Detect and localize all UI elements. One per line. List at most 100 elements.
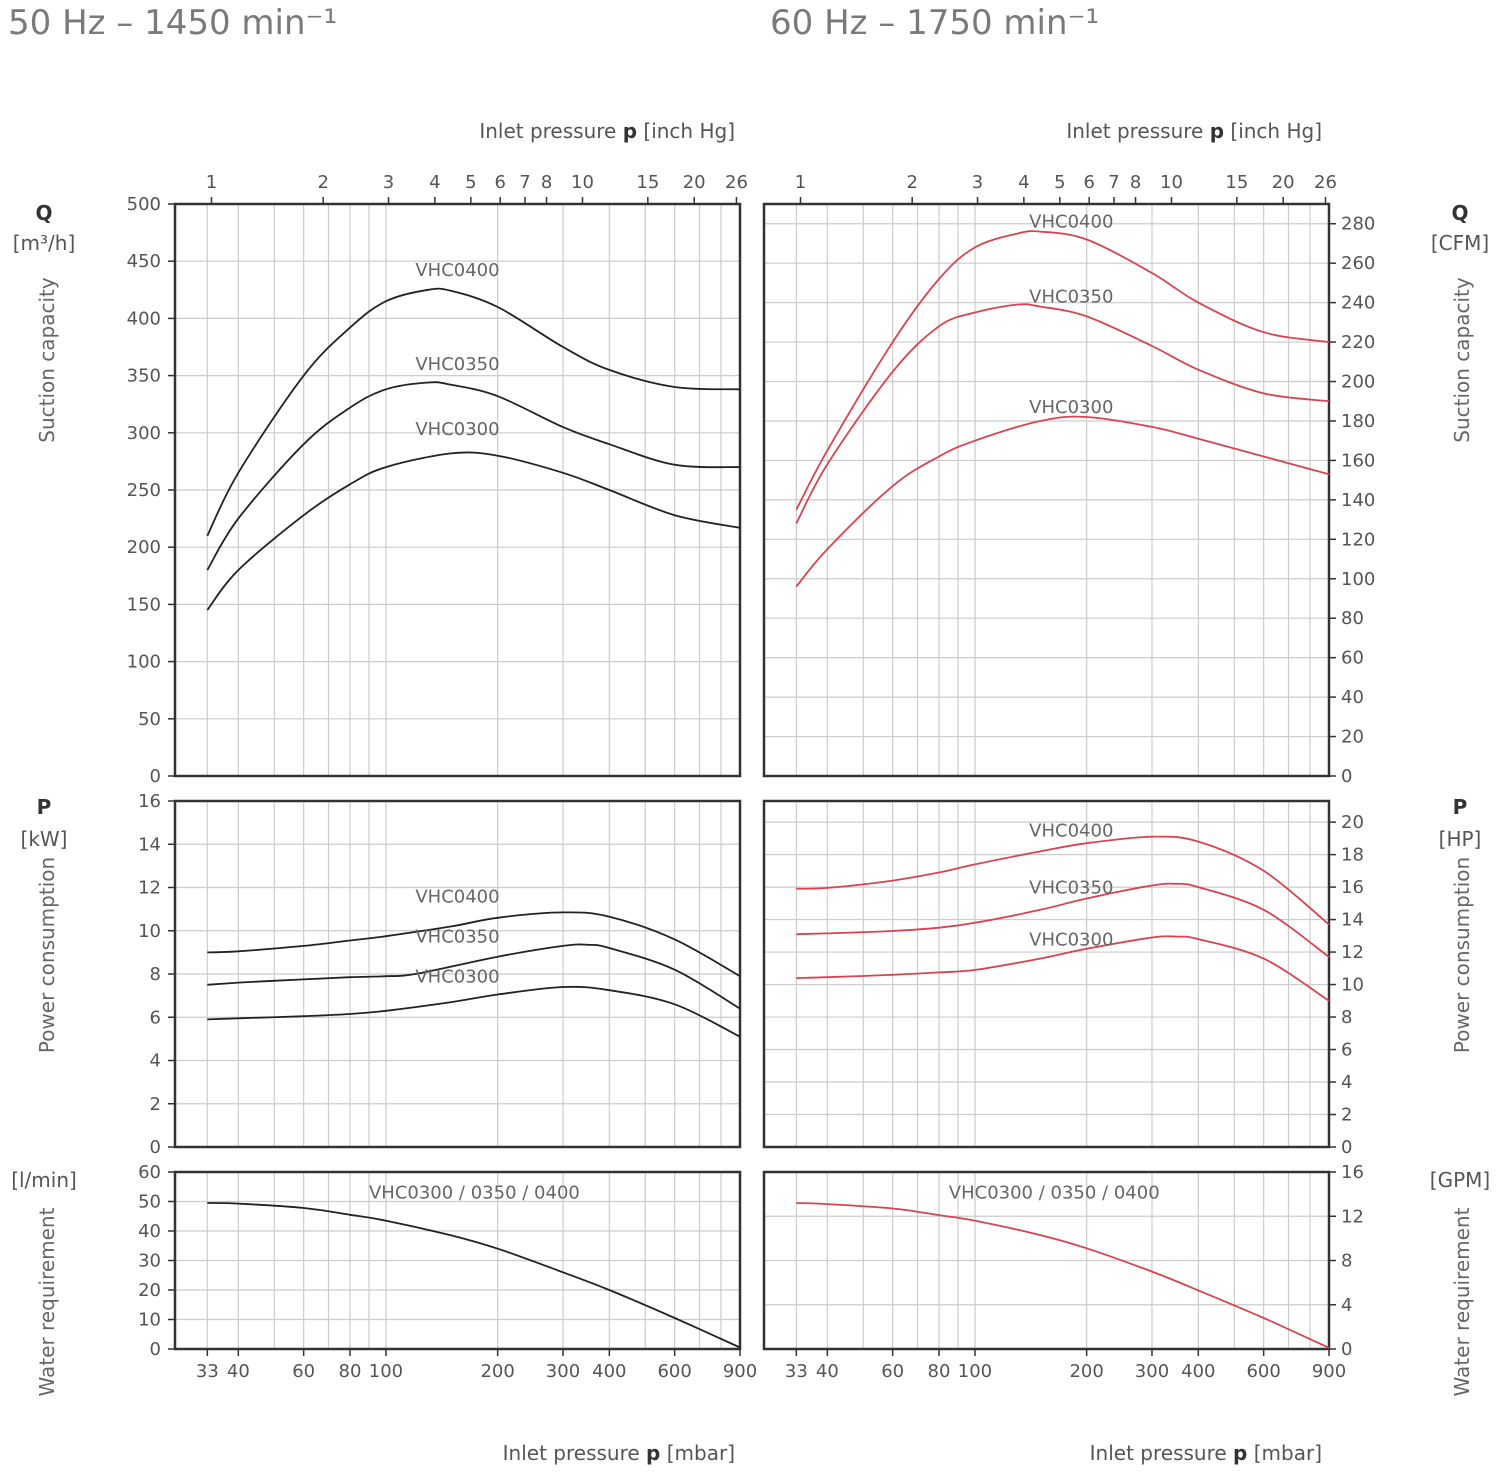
- panel-right-p: 0 2 4 6 8 10 12 14 16 18 20 VHC0400 VHC0350 VHC0300: [762, 799, 1364, 1158]
- y-tick-label: 12: [1341, 1206, 1364, 1227]
- y-tick-label: 80: [1341, 608, 1364, 629]
- y-tick-label: 2: [150, 1094, 161, 1115]
- left-q-caption: Suction capacity: [35, 277, 59, 443]
- left-p-unit: [kW]: [21, 827, 68, 851]
- y-tick-label: 220: [1341, 332, 1375, 353]
- series-label: VHC0400: [1029, 212, 1113, 233]
- series-line-vhc0300-0350-0400: [796, 1202, 1330, 1349]
- series-line-vhc0300: [795, 415, 1330, 588]
- inhg-tick-label: 26: [725, 172, 748, 193]
- inhg-tick-label: 7: [1108, 172, 1119, 193]
- series-label: VHC0350: [415, 927, 499, 948]
- y-tick-label: 10: [138, 1310, 161, 1331]
- series-line-vhc0400: [796, 835, 1330, 926]
- inhg-tick-label: 20: [683, 172, 706, 193]
- mbar-tick-label: 80: [928, 1361, 951, 1382]
- left-p-symbol: P: [37, 795, 52, 819]
- series-label: VHC0400: [415, 887, 499, 908]
- y-tick-label: 16: [1341, 1162, 1364, 1183]
- series-line-vhc0300: [796, 935, 1330, 1002]
- panel-left-q: 0 50 100 150 200 250 300 350 400 450 500 VHC0400 VHC…: [127, 172, 748, 787]
- left-w-caption: Water requirement: [35, 1207, 59, 1396]
- y-tick-label: 30: [138, 1251, 161, 1272]
- y-tick-label: 350: [127, 366, 161, 387]
- series-label: VHC0400: [415, 260, 499, 281]
- plot-frame: [762, 799, 1331, 1149]
- y-tick-label: 0: [150, 766, 161, 787]
- y-tick-label: 260: [1341, 253, 1375, 274]
- y-tick-label: 40: [1341, 687, 1364, 708]
- series-label: VHC0300: [1029, 397, 1113, 418]
- y-tick-label: 50: [138, 1192, 161, 1213]
- series-label: VHC0300: [415, 419, 499, 440]
- mbar-tick-label: 200: [480, 1361, 514, 1382]
- mbar-tick-label: 400: [1181, 1361, 1215, 1382]
- y-tick-label: 8: [1341, 1007, 1352, 1028]
- series-label: VHC0300 / 0350 / 0400: [369, 1183, 580, 1204]
- mbar-tick-label: 300: [546, 1361, 580, 1382]
- y-tick-label: 150: [127, 594, 161, 615]
- y-tick-label: 280: [1341, 214, 1375, 235]
- y-tick-label: 300: [127, 423, 161, 444]
- mbar-tick-label: 600: [657, 1361, 691, 1382]
- y-tick-label: 0: [150, 1137, 161, 1158]
- y-tick-label: 180: [1341, 411, 1375, 432]
- inhg-tick-label: 1: [795, 172, 806, 193]
- inhg-tick-label: 6: [494, 172, 505, 193]
- mbar-tick-label: 900: [723, 1361, 757, 1382]
- y-tick-label: 450: [127, 251, 161, 272]
- right-w-caption: Water requirement: [1450, 1207, 1474, 1396]
- mbar-tick-label: 40: [816, 1361, 839, 1382]
- y-tick-label: 500: [127, 194, 161, 215]
- mbar-tick-label: 33: [785, 1361, 808, 1382]
- header-60hz: 60 Hz – 1750 min⁻¹: [770, 3, 1099, 43]
- mbar-tick-label: 40: [227, 1361, 250, 1382]
- left-q-symbol: Q: [35, 201, 52, 225]
- panel-left-p: 0 2 4 6 8 10 12 14 16 VHC0400 VHC0350 VHC0300: [138, 791, 742, 1158]
- y-tick-label: 8: [1341, 1251, 1352, 1272]
- header-50hz: 50 Hz – 1450 min⁻¹: [8, 3, 337, 43]
- right-p-caption: Power consumption: [1450, 857, 1474, 1053]
- y-tick-label: 140: [1341, 490, 1375, 511]
- mbar-tick-label: 900: [1312, 1361, 1346, 1382]
- left-q-unit: [m³/h]: [13, 231, 76, 255]
- y-tick-label: 18: [1341, 845, 1364, 866]
- series-line-vhc0350: [206, 381, 741, 571]
- y-tick-label: 4: [1341, 1295, 1352, 1316]
- y-tick-label: 100: [127, 652, 161, 673]
- series-label: VHC0300: [1029, 930, 1113, 951]
- y-tick-label: 200: [127, 537, 161, 558]
- series-line-vhc0400: [206, 287, 741, 537]
- mbar-tick-label: 200: [1069, 1361, 1103, 1382]
- y-tick-label: 240: [1341, 293, 1375, 314]
- y-tick-label: 40: [138, 1221, 161, 1242]
- y-tick-label: 14: [138, 834, 161, 855]
- y-tick-label: 6: [1341, 1040, 1352, 1061]
- y-tick-label: 12: [138, 878, 161, 899]
- mbar-tick-label: 100: [958, 1361, 992, 1382]
- y-tick-label: 16: [1341, 877, 1364, 898]
- inhg-tick-label: 2: [906, 172, 917, 193]
- inhg-tick-label: 26: [1314, 172, 1337, 193]
- y-tick-label: 10: [1341, 975, 1364, 996]
- y-tick-label: 50: [138, 709, 161, 730]
- y-tick-label: 0: [1341, 1339, 1352, 1360]
- mbar-tick-label: 400: [592, 1361, 626, 1382]
- right-q-caption: Suction capacity: [1450, 277, 1474, 443]
- inhg-tick-label: 20: [1272, 172, 1295, 193]
- y-tick-label: 14: [1341, 910, 1364, 931]
- mbar-tick-label: 300: [1135, 1361, 1169, 1382]
- y-tick-label: 0: [1341, 1137, 1352, 1158]
- y-tick-label: 2: [1341, 1105, 1352, 1126]
- y-tick-label: 8: [150, 964, 161, 985]
- series-line-vhc0300: [206, 451, 741, 611]
- mbar-tick-label: 100: [369, 1361, 403, 1382]
- y-tick-label: 16: [138, 791, 161, 812]
- y-tick-label: 4: [150, 1051, 161, 1072]
- y-tick-label: 20: [138, 1280, 161, 1301]
- series-line-vhc0300-0350-0400: [207, 1202, 741, 1349]
- y-tick-label: 400: [127, 308, 161, 329]
- inhg-tick-label: 10: [1160, 172, 1183, 193]
- series-label: VHC0350: [415, 354, 499, 375]
